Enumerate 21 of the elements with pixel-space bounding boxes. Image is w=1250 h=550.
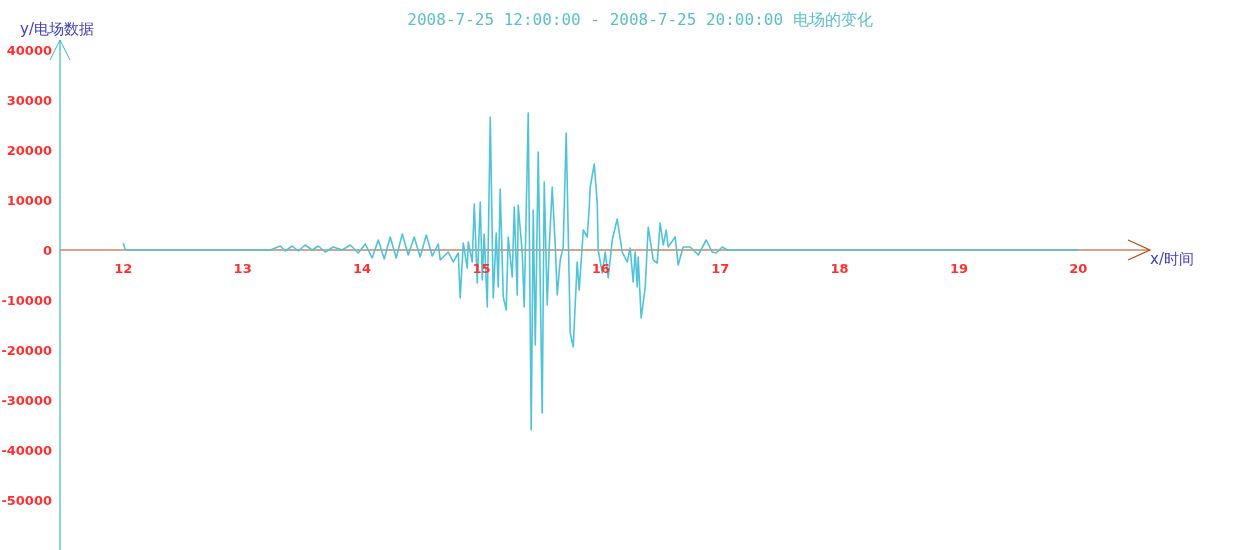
y-tick-label: -20000 [1, 343, 52, 358]
x-tick-label: 18 [830, 261, 849, 276]
x-tick-label: 19 [949, 261, 969, 276]
x-axis-title: x/时间 [1150, 250, 1194, 268]
x-tick-label: 20 [1069, 261, 1088, 276]
x-tick-label: 14 [353, 261, 372, 276]
chart-title: 2008-7-25 12:00:00 - 2008-7-25 20:00:00 电场的变化 [407, 10, 873, 29]
y-tick-label: -40000 [1, 443, 52, 458]
y-tick-label: 40000 [6, 43, 52, 58]
y-tick-label: 20000 [6, 143, 52, 158]
y-axis-title: y/电场数据 [20, 20, 94, 38]
y-tick-label: -30000 [1, 393, 52, 408]
y-tick-label: 0 [42, 243, 52, 258]
y-tick-label: 10000 [6, 193, 52, 208]
y-tick-label: -50000 [1, 493, 52, 508]
x-tick-label: 12 [114, 261, 133, 276]
x-tick-label: 13 [233, 261, 252, 276]
x-tick-label: 17 [711, 261, 730, 276]
y-tick-label: 30000 [6, 93, 52, 108]
x-tick-label: 15 [472, 261, 491, 276]
y-tick-label: -10000 [1, 293, 52, 308]
